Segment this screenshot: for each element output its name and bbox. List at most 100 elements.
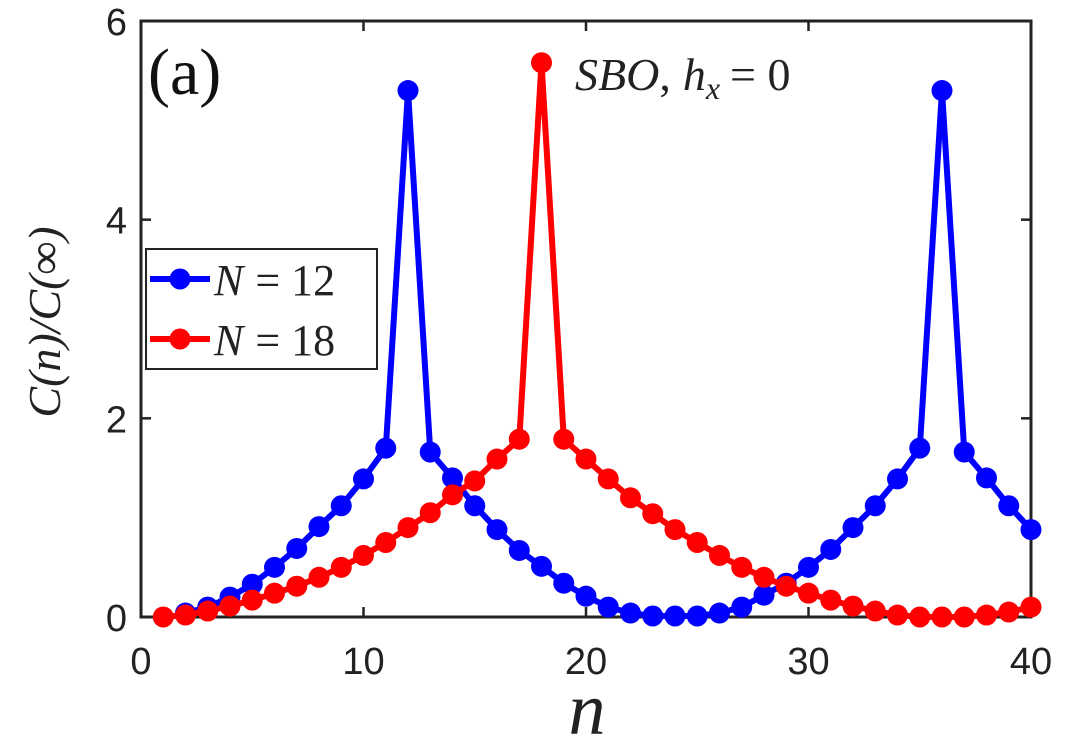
panel-label: (a) [148, 36, 221, 109]
data-point [709, 602, 730, 624]
legend-label-lhs: N [213, 316, 246, 365]
x-tick-label: 40 [1010, 641, 1052, 683]
data-point [353, 468, 374, 490]
legend-label-lhs: N [213, 256, 246, 305]
data-point [330, 556, 352, 578]
data-point [731, 596, 753, 618]
legend-label: N = 12 [213, 256, 335, 305]
x-tick-label: 0 [130, 641, 151, 683]
data-point [486, 519, 508, 541]
data-point [864, 495, 886, 517]
data-point [375, 532, 397, 553]
data-point [709, 544, 730, 566]
data-point [909, 437, 931, 459]
data-point [286, 575, 308, 597]
data-point [486, 448, 508, 470]
data-point [642, 605, 664, 627]
data-point [597, 468, 619, 490]
annotation-rhs: = 0 [730, 49, 790, 100]
legend-marker [169, 328, 191, 350]
x-tick-label: 20 [565, 641, 607, 683]
data-point [798, 582, 819, 604]
data-point [575, 585, 597, 607]
data-point [753, 584, 775, 606]
annotation-sub: x [705, 70, 720, 106]
y-tick-label: 6 [106, 2, 127, 44]
data-point [575, 448, 597, 470]
data-point [508, 428, 530, 450]
data-point [753, 566, 775, 588]
x-tick-label: 30 [787, 641, 829, 683]
y-tick-label: 4 [106, 201, 127, 243]
data-point [464, 470, 486, 492]
data-point [976, 467, 997, 489]
data-point [375, 437, 397, 459]
annotation-sep: , [659, 49, 671, 100]
data-point [953, 441, 975, 463]
data-point [953, 606, 975, 628]
data-point [620, 487, 641, 509]
data-point [152, 606, 174, 628]
data-point [620, 602, 641, 624]
data-point [820, 589, 842, 611]
data-point [419, 502, 441, 524]
x-tick-label: 10 [342, 641, 384, 683]
data-point [686, 605, 708, 627]
data-point [664, 605, 686, 627]
data-point [308, 566, 330, 588]
data-point [442, 467, 463, 489]
series-1 [175, 80, 1042, 627]
data-point [531, 555, 552, 577]
data-point [553, 572, 575, 594]
data-point [998, 495, 1020, 517]
y-tick-label: 2 [106, 399, 127, 441]
data-point [998, 601, 1020, 623]
legend: N = 12N = 18 [145, 248, 378, 370]
y-tick-label: 0 [106, 598, 127, 640]
data-point [798, 556, 819, 578]
data-point [508, 539, 530, 561]
data-point [864, 600, 886, 622]
data-point [1020, 519, 1042, 541]
data-point [241, 589, 263, 611]
data-point [397, 517, 419, 539]
annotation: SBO, hx = 0 [575, 49, 790, 106]
series-layer [152, 52, 1042, 628]
annotation-name: SBO [575, 49, 659, 100]
legend-label-rhs: = 18 [255, 316, 335, 365]
data-point [931, 80, 953, 102]
data-point [820, 538, 842, 560]
data-point [442, 484, 463, 506]
data-point [909, 606, 931, 628]
data-point [219, 595, 241, 617]
legend-label-rhs: = 12 [255, 256, 335, 305]
data-point [175, 604, 196, 626]
data-point [1020, 596, 1042, 618]
data-point [931, 606, 953, 628]
data-point [842, 595, 864, 617]
data-point [642, 503, 664, 525]
data-point [775, 575, 797, 597]
data-point [419, 441, 441, 463]
data-point [664, 519, 686, 541]
y-axis-label: C(n)/C(∞) [19, 226, 70, 417]
data-point [731, 556, 753, 578]
ticks: 0 10 20 30 40 0 2 4 6 [106, 2, 1052, 683]
data-point [686, 532, 708, 553]
data-point [197, 600, 219, 622]
series-line [163, 59, 1032, 620]
data-point [286, 537, 308, 559]
legend-box [145, 248, 378, 370]
legend-label: N = 18 [213, 316, 335, 365]
data-point [887, 468, 908, 490]
legend-marker [169, 268, 191, 290]
data-point [976, 604, 997, 626]
x-axis-label: n [569, 669, 606, 751]
data-point [553, 428, 575, 450]
annotation-lhs: h [683, 49, 706, 100]
data-point [887, 604, 908, 626]
data-point [531, 52, 552, 74]
data-point [264, 556, 285, 578]
data-point [464, 495, 486, 517]
